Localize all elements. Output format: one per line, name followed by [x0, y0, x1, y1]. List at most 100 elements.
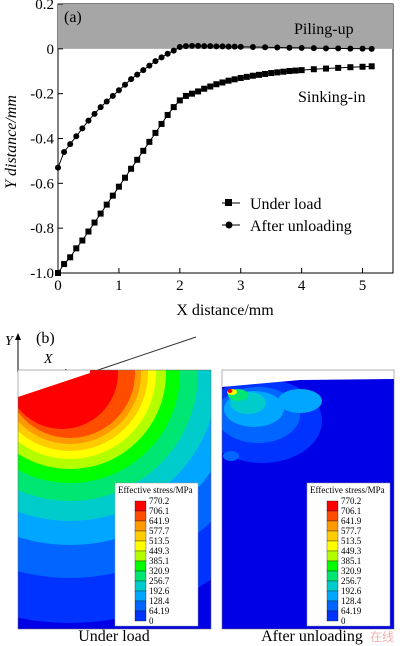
- colorbar-value: 706.1: [341, 506, 361, 516]
- data-point: [249, 72, 256, 79]
- data-point: [152, 129, 159, 136]
- colorbar-swatch: [134, 560, 147, 572]
- data-point: [286, 44, 293, 51]
- caption-after-unloading: After unloading: [261, 628, 363, 645]
- colorbar-swatch: [134, 580, 147, 592]
- y-tick-label: -0.2: [30, 87, 54, 103]
- data-point: [158, 120, 165, 127]
- data-point: [103, 98, 110, 105]
- piling-up-shaded-region: [58, 4, 393, 49]
- data-point: [274, 69, 281, 76]
- data-point: [368, 45, 375, 52]
- colorbar-swatch: [326, 510, 339, 522]
- data-point: [323, 65, 329, 72]
- data-point: [219, 79, 226, 86]
- colorbar-value: 0: [341, 616, 346, 626]
- fem-contour-panel: (b) Y X: [5, 330, 395, 645]
- caption-under-load: Under load: [78, 628, 150, 645]
- data-point: [61, 148, 68, 155]
- data-point: [231, 76, 238, 83]
- colorbar-value: 449.3: [149, 546, 170, 556]
- data-point: [195, 42, 202, 49]
- colorbar-swatch: [134, 510, 147, 522]
- data-point: [67, 254, 74, 261]
- colorbar-swatch: [326, 580, 339, 592]
- y-axis-ticks: 0.2 0 -0.2 -0.4 -0.6 -0.8 -1.0: [30, 0, 63, 282]
- data-point: [286, 68, 293, 75]
- data-point: [195, 88, 202, 95]
- colorbar-value: 449.3: [341, 546, 362, 556]
- colorbar-value: 64.19: [149, 606, 170, 616]
- data-point: [79, 125, 86, 132]
- data-point: [176, 44, 183, 51]
- legend-label-under-load: Under load: [250, 196, 322, 213]
- data-point: [140, 147, 147, 154]
- x-tick-label: 3: [237, 278, 245, 294]
- data-point: [140, 67, 147, 74]
- panel-a-label: (a): [64, 9, 82, 26]
- data-point: [262, 44, 269, 51]
- colorbar-swatch: [134, 530, 147, 542]
- legend-item-under-load: Under load: [222, 196, 322, 213]
- data-point: [201, 43, 208, 50]
- colorbar-value: 513.5: [149, 536, 170, 546]
- x-axis-ticks: 0 1 2 3 4 5: [54, 268, 366, 294]
- data-point: [256, 71, 262, 78]
- colorbar-swatch: [134, 520, 147, 532]
- colorbar-value: 256.7: [149, 576, 170, 586]
- data-point: [109, 92, 116, 99]
- colorbar-swatch: [134, 500, 147, 512]
- colorbar-value: 128.4: [341, 596, 362, 606]
- colorbar-value: 192.6: [149, 586, 170, 596]
- data-point: [164, 50, 171, 57]
- data-point: [207, 43, 214, 50]
- data-point: [189, 42, 195, 49]
- data-point: [158, 54, 165, 61]
- data-point: [182, 92, 189, 99]
- colorbar-value: 577.7: [341, 526, 362, 536]
- data-point: [152, 58, 159, 65]
- y-tick-label: -0.4: [30, 132, 54, 148]
- data-point: [231, 43, 238, 50]
- colorbar-background: [306, 482, 391, 627]
- watermark: 在线: [370, 630, 394, 644]
- x-tick-label: 2: [176, 278, 184, 294]
- data-point: [164, 111, 171, 118]
- data-point: [146, 62, 153, 69]
- data-point: [207, 83, 214, 90]
- data-point: [274, 44, 281, 51]
- data-point: [91, 219, 98, 226]
- data-point: [67, 141, 74, 148]
- data-point: [122, 81, 128, 88]
- colorbar-value: 641.9: [149, 516, 170, 526]
- colorbar-swatch: [134, 600, 147, 612]
- colorbar-swatch: [134, 550, 147, 562]
- data-point: [134, 71, 141, 78]
- data-point: [219, 43, 226, 50]
- axis-x-label: X: [43, 352, 53, 367]
- colorbar-value: 64.19: [341, 606, 362, 616]
- colorbar-background: [114, 482, 199, 627]
- colorbar-swatch: [326, 590, 339, 602]
- data-point: [298, 44, 305, 51]
- colorbar-value: 256.7: [341, 576, 362, 586]
- y-tick-label: -1.0: [30, 266, 54, 282]
- data-point: [237, 43, 244, 50]
- data-point: [146, 138, 153, 145]
- colorbar-swatch: [326, 520, 339, 532]
- data-point: [55, 164, 61, 171]
- y-tick-label: 0.2: [35, 0, 54, 13]
- panel-b-label: (b): [36, 330, 55, 347]
- colorbar-value: 641.9: [341, 516, 362, 526]
- data-point: [73, 245, 80, 252]
- y-axis-label: Y distance/mm: [3, 95, 20, 189]
- sinking-in-label: Sinking-in: [298, 89, 366, 106]
- data-point: [97, 210, 104, 217]
- colorbar-swatch: [326, 560, 339, 572]
- x-tick-label: 5: [359, 278, 367, 294]
- colorbar-value: 770.2: [149, 496, 169, 506]
- data-point: [347, 45, 354, 52]
- data-point: [310, 66, 317, 73]
- data-point: [359, 63, 366, 70]
- colorbar-swatch: [326, 550, 339, 562]
